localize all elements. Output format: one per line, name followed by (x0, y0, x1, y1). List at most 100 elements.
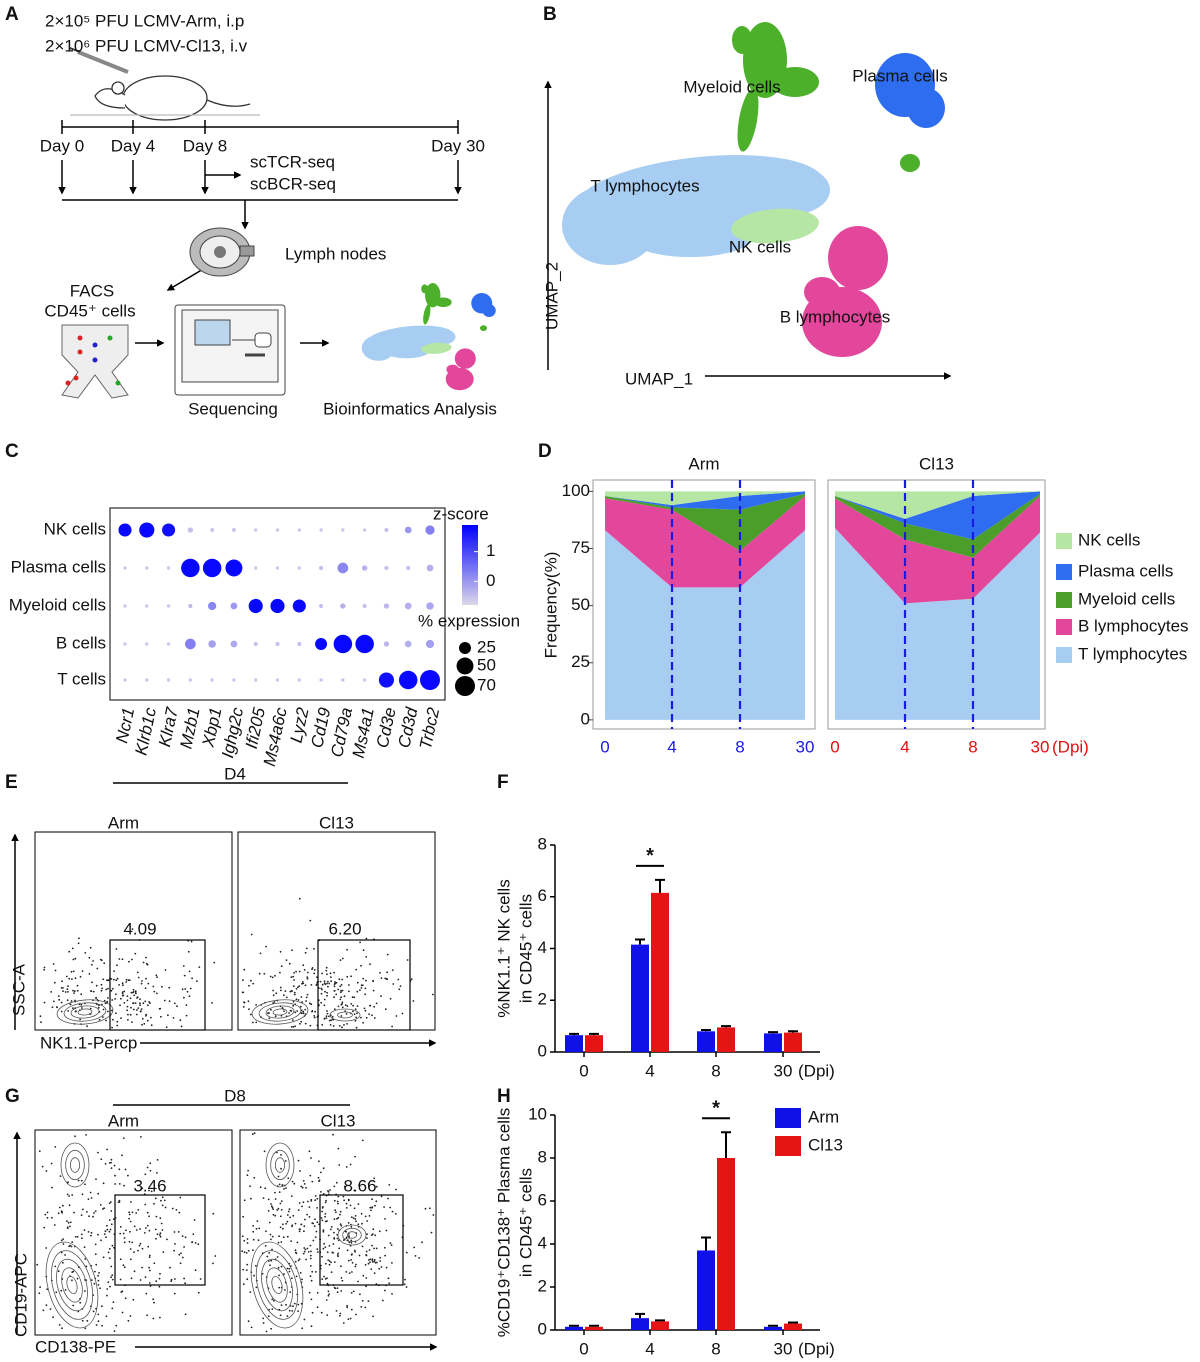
event-dot (129, 1013, 132, 1016)
event-dot (119, 1004, 121, 1007)
event-dot (191, 977, 194, 980)
event-dot (255, 1227, 258, 1230)
event-dot (105, 1019, 107, 1022)
event-dot (290, 1026, 293, 1028)
event-dot (93, 1212, 95, 1214)
contour (250, 1241, 304, 1329)
event-dot (139, 1242, 142, 1245)
event-dot (178, 1253, 181, 1256)
x-tick-label: 30 (1031, 737, 1050, 756)
event-dot (369, 1261, 371, 1264)
event-dot (306, 1213, 308, 1216)
event-dot (297, 986, 299, 989)
error-bar (788, 1030, 798, 1033)
event-dot (333, 996, 335, 999)
legend-swatch (1056, 647, 1072, 663)
event-dot (258, 1227, 261, 1230)
event-dot (353, 1249, 356, 1252)
event-dot (52, 963, 55, 965)
event-dot (350, 1239, 353, 1242)
event-dot (283, 1010, 285, 1012)
cluster-blob (423, 304, 431, 325)
row-label: T cells (57, 669, 106, 688)
event-dot (253, 1132, 256, 1135)
event-dot (310, 1157, 312, 1159)
event-dot (313, 1016, 316, 1019)
event-dot (241, 1235, 244, 1238)
event-dot (355, 1313, 357, 1316)
dot (398, 670, 418, 690)
event-dot (162, 1251, 165, 1253)
event-dot (148, 1269, 151, 1272)
event-dot (154, 1197, 157, 1200)
event-dot (333, 971, 335, 974)
event-dot (43, 966, 46, 969)
cluster-blob (383, 344, 430, 359)
contour (337, 1224, 367, 1246)
event-dot (40, 1021, 42, 1023)
event-dot (69, 1221, 72, 1224)
event-dot (345, 1230, 347, 1233)
event-dot (271, 1248, 273, 1251)
size-key (459, 642, 471, 654)
event-dot (359, 1293, 361, 1296)
event-dot (311, 1311, 314, 1314)
event-dot (123, 1184, 125, 1187)
event-dot (130, 1277, 133, 1280)
event-dot (61, 1327, 63, 1330)
event-dot (248, 984, 250, 987)
event-dot (320, 987, 323, 990)
event-dot (174, 1278, 176, 1280)
error-bar (721, 1025, 731, 1028)
event-dot (53, 1224, 56, 1226)
event-dot (64, 1289, 67, 1291)
event-dot (291, 1180, 294, 1183)
plot-title: Arm (108, 813, 139, 832)
event-dot (299, 1272, 302, 1274)
dot (118, 523, 132, 537)
gate (109, 939, 206, 1031)
event-dot (139, 1279, 142, 1281)
event-dot (343, 1185, 346, 1188)
event-dot (332, 1243, 335, 1245)
event-dot (243, 1251, 246, 1254)
event-dot (143, 1022, 146, 1025)
event-dot (111, 1244, 114, 1247)
event-dot (325, 1299, 328, 1301)
event-dot (246, 1174, 249, 1177)
y-tick-label: 2 (538, 1276, 547, 1295)
event-dot (333, 989, 336, 992)
mouse-illustration (69, 47, 260, 121)
event-dot (97, 1192, 100, 1195)
event-dot (367, 1300, 370, 1302)
event-dot (310, 1250, 312, 1253)
legend-swatch (1056, 533, 1072, 549)
dot (362, 678, 367, 682)
significance-star: * (712, 1097, 720, 1119)
event-dot (141, 1247, 144, 1250)
event-dot (414, 1255, 417, 1257)
event-dot (371, 1206, 373, 1209)
event-dot (274, 1198, 277, 1200)
event-dot (322, 1247, 325, 1250)
event-dot (111, 1278, 114, 1281)
event-dot (359, 989, 361, 991)
event-dot (292, 1305, 294, 1308)
event-dot (262, 1322, 265, 1324)
event-dot (383, 1206, 385, 1208)
event-dot (65, 975, 68, 978)
event-dot (146, 1166, 149, 1169)
event-dot (168, 986, 171, 989)
event-dot (298, 970, 301, 973)
contour (274, 1157, 286, 1173)
event-dot (341, 1279, 344, 1282)
dot (187, 527, 194, 533)
dot (275, 566, 280, 570)
row-label: B cells (56, 633, 106, 652)
event-dot (374, 1204, 376, 1207)
event-dot (110, 1210, 113, 1212)
event-dot (138, 1244, 141, 1247)
event-dot (110, 1158, 113, 1161)
event-dot (86, 1025, 88, 1028)
event-dot (292, 985, 295, 988)
